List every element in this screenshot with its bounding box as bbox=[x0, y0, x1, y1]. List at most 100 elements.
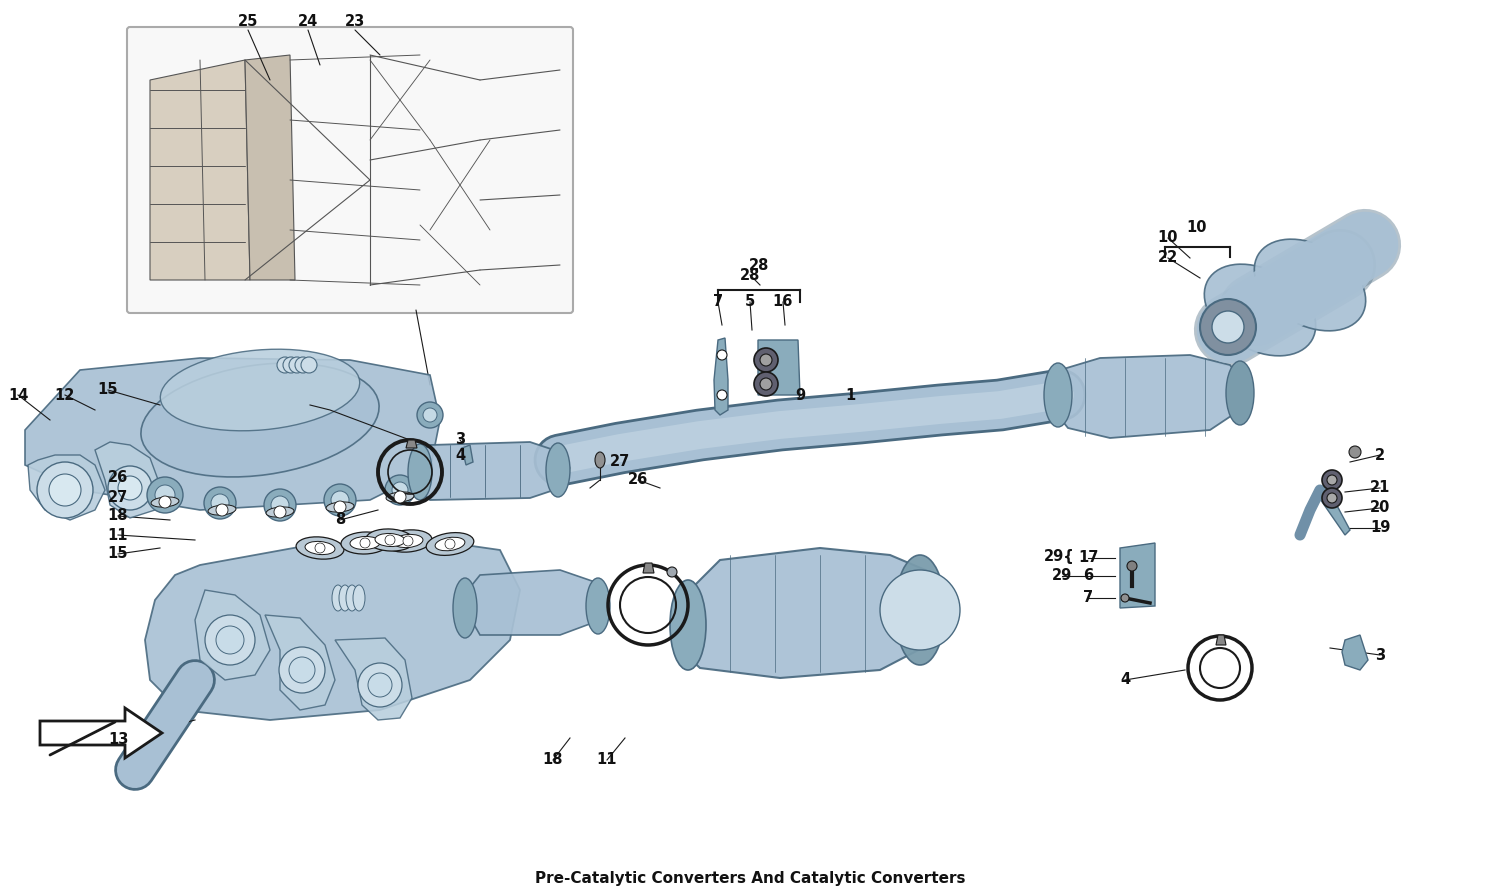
Text: 4: 4 bbox=[1120, 673, 1130, 687]
Polygon shape bbox=[460, 570, 604, 635]
Text: 27: 27 bbox=[108, 490, 128, 505]
Circle shape bbox=[211, 494, 230, 512]
Polygon shape bbox=[1216, 635, 1225, 645]
Ellipse shape bbox=[596, 452, 604, 468]
Text: 18: 18 bbox=[543, 753, 564, 767]
Circle shape bbox=[880, 570, 960, 650]
Ellipse shape bbox=[346, 585, 358, 611]
Circle shape bbox=[216, 504, 228, 516]
Text: 22: 22 bbox=[1158, 250, 1178, 265]
Polygon shape bbox=[1052, 355, 1245, 438]
Text: 29{: 29{ bbox=[1044, 548, 1076, 563]
Ellipse shape bbox=[296, 537, 344, 559]
Text: 2: 2 bbox=[1376, 448, 1384, 463]
Text: 26: 26 bbox=[108, 471, 128, 486]
Circle shape bbox=[717, 390, 728, 400]
Ellipse shape bbox=[352, 585, 364, 611]
Ellipse shape bbox=[160, 349, 360, 431]
Circle shape bbox=[274, 506, 286, 518]
Ellipse shape bbox=[1120, 594, 1130, 602]
Polygon shape bbox=[406, 440, 417, 448]
Text: 10: 10 bbox=[1186, 221, 1208, 236]
Text: 11: 11 bbox=[108, 528, 128, 543]
Ellipse shape bbox=[141, 363, 380, 477]
Circle shape bbox=[417, 402, 442, 428]
Polygon shape bbox=[714, 338, 728, 415]
Text: 7: 7 bbox=[1083, 590, 1094, 605]
Polygon shape bbox=[672, 548, 940, 678]
Text: 21: 21 bbox=[1370, 481, 1390, 496]
Text: 23: 23 bbox=[345, 14, 364, 29]
Ellipse shape bbox=[152, 497, 178, 507]
Text: 12: 12 bbox=[56, 387, 75, 402]
Circle shape bbox=[754, 372, 778, 396]
Ellipse shape bbox=[546, 443, 570, 497]
Text: 11: 11 bbox=[597, 753, 618, 767]
Polygon shape bbox=[1120, 543, 1155, 608]
Circle shape bbox=[760, 354, 772, 366]
Circle shape bbox=[38, 462, 93, 518]
Circle shape bbox=[50, 474, 81, 506]
Polygon shape bbox=[244, 55, 296, 280]
Circle shape bbox=[159, 496, 171, 508]
Text: 15: 15 bbox=[98, 383, 118, 398]
Ellipse shape bbox=[350, 537, 380, 549]
Ellipse shape bbox=[453, 578, 477, 638]
Text: 28: 28 bbox=[748, 257, 770, 272]
Circle shape bbox=[360, 538, 370, 548]
Circle shape bbox=[334, 501, 346, 513]
Circle shape bbox=[290, 357, 304, 373]
Circle shape bbox=[296, 357, 310, 373]
Circle shape bbox=[1322, 470, 1342, 490]
FancyBboxPatch shape bbox=[128, 27, 573, 313]
Circle shape bbox=[284, 357, 298, 373]
Ellipse shape bbox=[435, 538, 465, 551]
Circle shape bbox=[272, 496, 290, 514]
Circle shape bbox=[386, 535, 394, 545]
Circle shape bbox=[423, 408, 436, 422]
Polygon shape bbox=[28, 455, 105, 520]
Text: 29: 29 bbox=[1052, 569, 1072, 584]
Text: 18: 18 bbox=[108, 508, 128, 523]
Ellipse shape bbox=[209, 505, 236, 515]
Ellipse shape bbox=[340, 532, 388, 554]
Ellipse shape bbox=[1044, 363, 1072, 427]
Polygon shape bbox=[758, 340, 800, 395]
Circle shape bbox=[324, 484, 356, 516]
Text: 5: 5 bbox=[746, 295, 754, 310]
Ellipse shape bbox=[339, 585, 351, 611]
Ellipse shape bbox=[586, 578, 610, 634]
Circle shape bbox=[279, 647, 326, 693]
Circle shape bbox=[154, 485, 176, 505]
Text: 24: 24 bbox=[298, 14, 318, 29]
Circle shape bbox=[392, 482, 408, 498]
Text: 19: 19 bbox=[1370, 521, 1390, 536]
Polygon shape bbox=[644, 563, 654, 573]
Polygon shape bbox=[26, 358, 439, 510]
Polygon shape bbox=[94, 442, 160, 518]
Circle shape bbox=[1328, 475, 1336, 485]
Circle shape bbox=[204, 487, 236, 519]
Ellipse shape bbox=[896, 555, 945, 665]
Polygon shape bbox=[1318, 485, 1350, 535]
Text: 16: 16 bbox=[772, 295, 794, 310]
Ellipse shape bbox=[326, 502, 354, 512]
Circle shape bbox=[108, 466, 152, 510]
Circle shape bbox=[717, 350, 728, 360]
Text: 7: 7 bbox=[712, 295, 723, 310]
Circle shape bbox=[394, 491, 406, 503]
Polygon shape bbox=[334, 638, 412, 720]
Polygon shape bbox=[40, 708, 162, 758]
Circle shape bbox=[760, 378, 772, 390]
Text: 20: 20 bbox=[1370, 500, 1390, 515]
Ellipse shape bbox=[1204, 264, 1316, 356]
Circle shape bbox=[1322, 488, 1342, 508]
Polygon shape bbox=[146, 540, 520, 720]
Text: 1: 1 bbox=[844, 387, 855, 402]
Ellipse shape bbox=[426, 532, 474, 555]
Circle shape bbox=[368, 673, 392, 697]
Circle shape bbox=[668, 567, 676, 577]
Circle shape bbox=[1328, 493, 1336, 503]
Ellipse shape bbox=[1348, 446, 1360, 458]
Circle shape bbox=[216, 626, 244, 654]
